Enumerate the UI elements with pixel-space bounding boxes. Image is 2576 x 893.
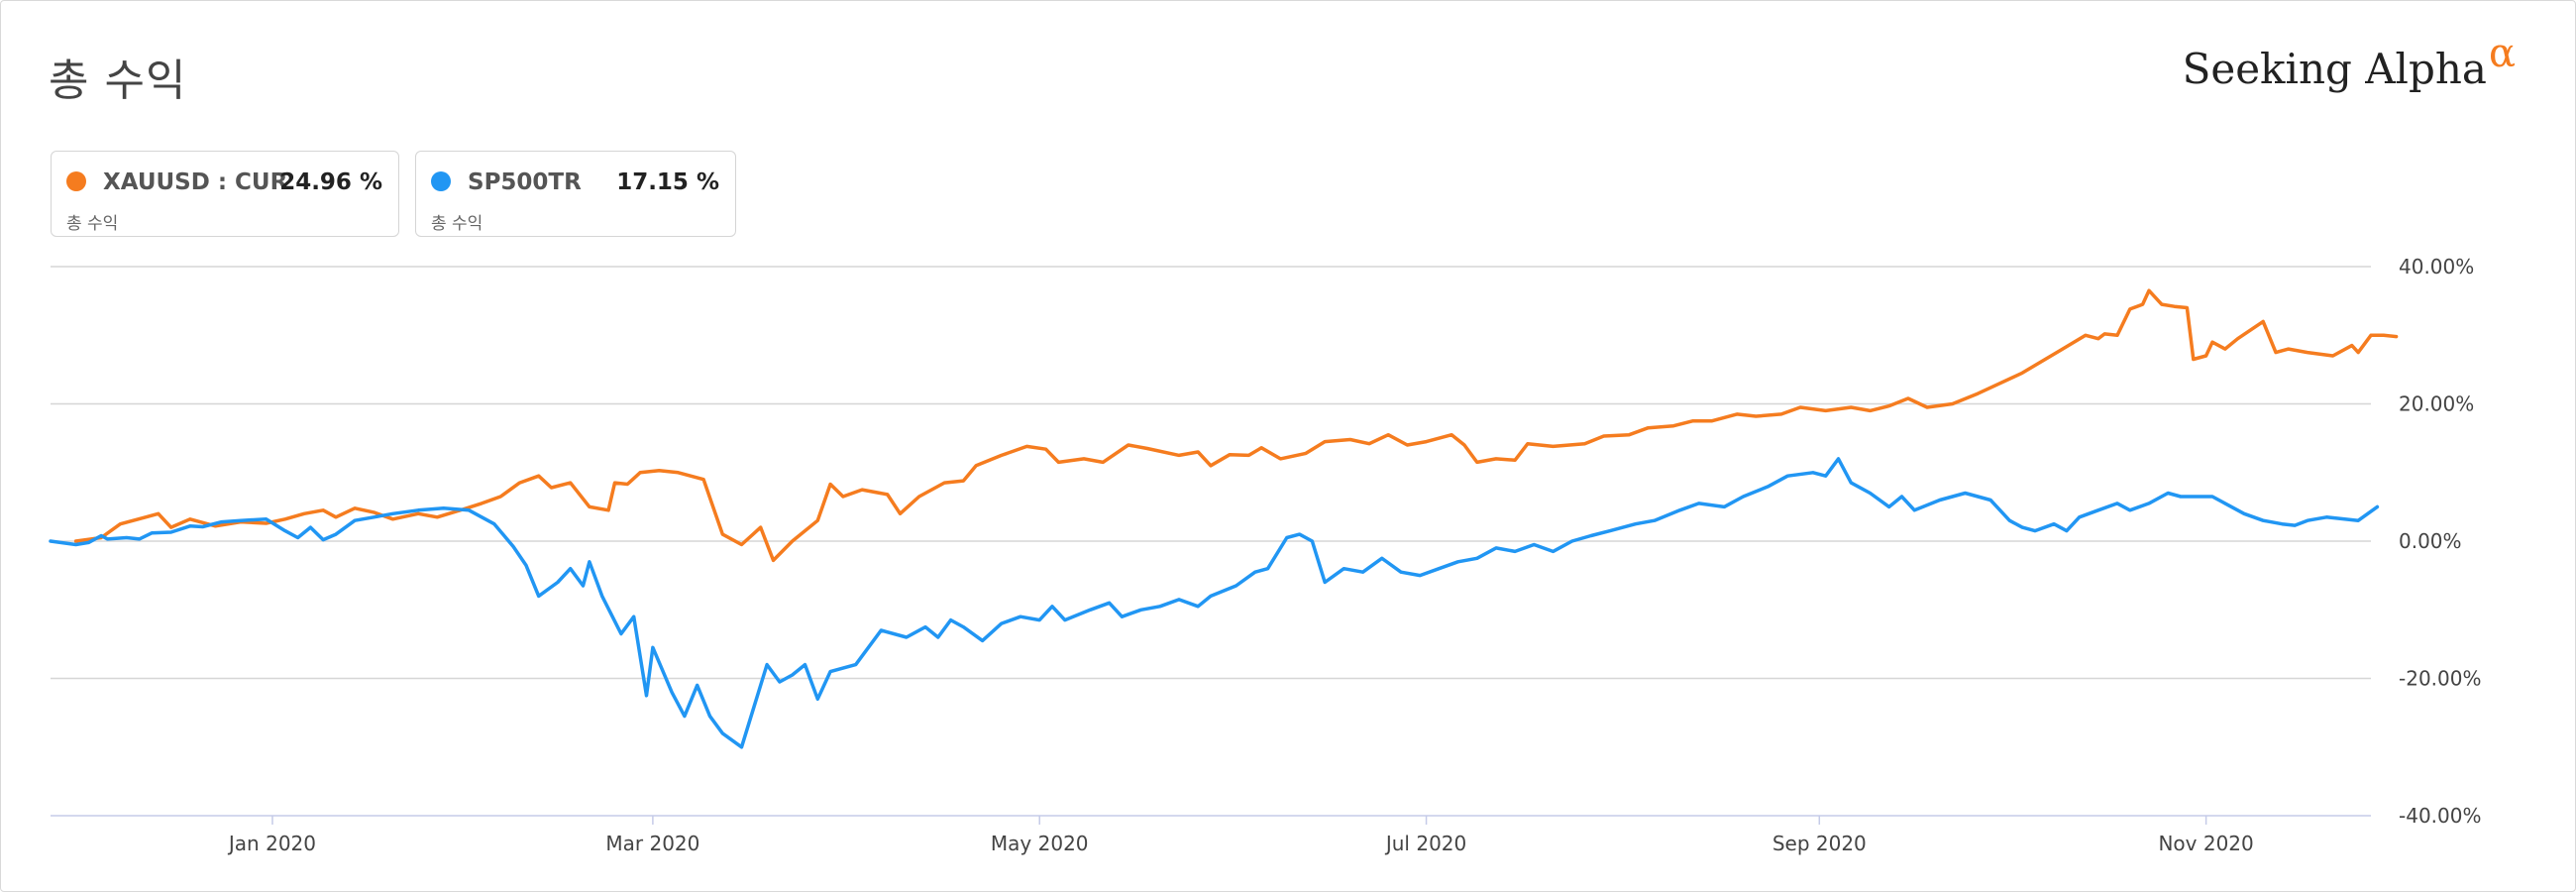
series-line-sp500tr[interactable]: [49, 457, 2380, 749]
x-tick-label: Jan 2020: [227, 832, 316, 855]
page-title: 총 수익: [49, 56, 187, 106]
legend-subtitle: 총 수익: [66, 214, 119, 234]
y-tick-label: -40.00%: [2399, 804, 2481, 828]
brand-text: Seeking Alpha: [2182, 45, 2487, 93]
brand-logo: Seeking Alphaα: [2182, 31, 2516, 93]
legend-subtitle: 총 수익: [431, 214, 483, 234]
legend-card-xauusd[interactable]: XAUUSD : CUR 24.96 % 총 수익: [51, 151, 399, 237]
x-tick-label: Mar 2020: [605, 832, 699, 855]
alpha-icon: α: [2488, 31, 2516, 76]
x-tick-label: Nov 2020: [2158, 832, 2253, 855]
legend-symbol: XAUUSD : CUR: [103, 169, 288, 195]
series-dot-icon: [66, 171, 86, 191]
y-tick-label: 40.00%: [2399, 255, 2474, 279]
x-tick-label: May 2020: [991, 832, 1089, 855]
x-tick-label: Jul 2020: [1384, 832, 1466, 855]
legend-symbol: SP500TR: [468, 169, 582, 195]
x-tick-label: Sep 2020: [1772, 832, 1867, 855]
y-tick-label: 20.00%: [2399, 392, 2474, 416]
legend-value: 17.15 %: [616, 169, 719, 195]
y-tick-label: 0.00%: [2399, 529, 2462, 553]
legend-card-sp500tr[interactable]: SP500TR 17.15 % 총 수익: [415, 151, 736, 237]
series-dot-icon: [431, 171, 451, 191]
series-line-xauusd-cur[interactable]: [73, 288, 2399, 563]
y-tick-label: -20.00%: [2399, 667, 2481, 691]
legend-value: 24.96 %: [279, 169, 382, 195]
